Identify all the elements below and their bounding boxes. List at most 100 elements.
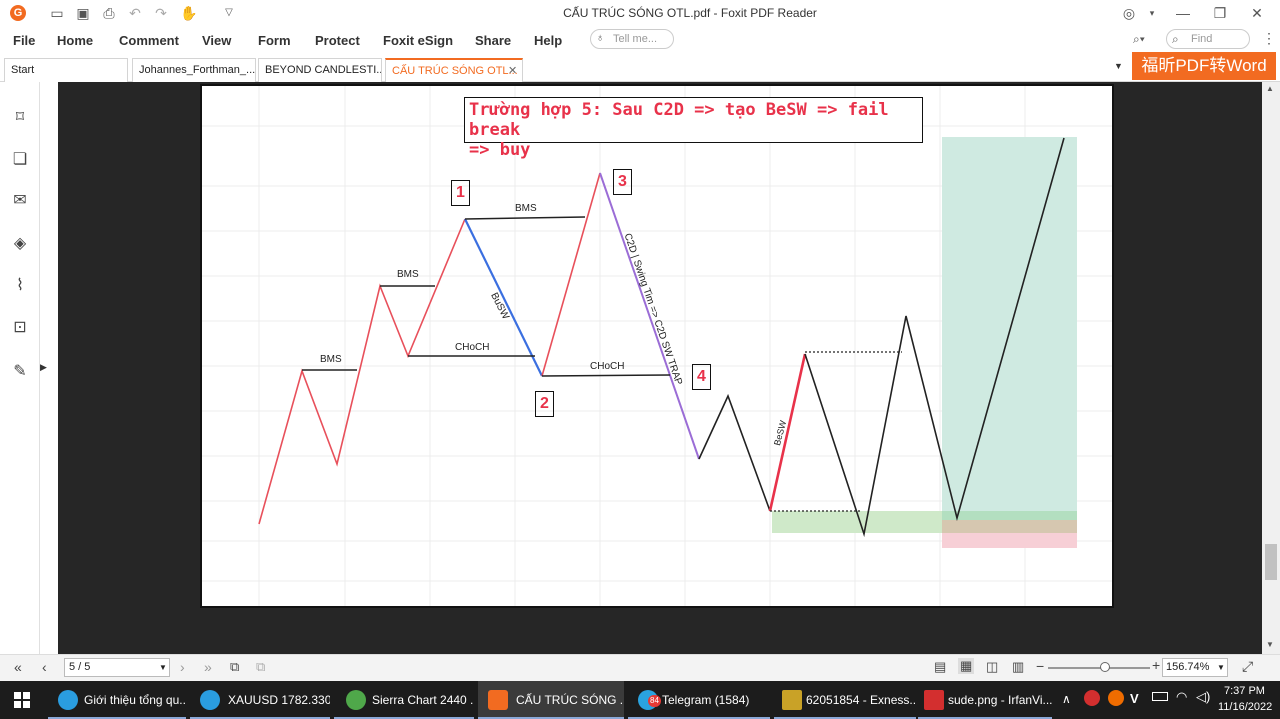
zoom-out-icon[interactable]: − (1036, 658, 1045, 674)
taskbar-item-edge-1[interactable]: Giới thiệu tổng qu... (48, 681, 186, 719)
minimize-button[interactable]: — (1176, 5, 1190, 21)
tell-me-box[interactable]: ♁ Tell me... (590, 29, 674, 49)
tray-v-letter[interactable]: V (1130, 691, 1139, 706)
signature-icon[interactable]: ✎ (13, 363, 27, 380)
facing-view-icon[interactable]: ◫ (986, 659, 999, 674)
expand-panel-icon[interactable]: ▶ (40, 362, 47, 372)
menu-share[interactable]: Share (475, 33, 512, 48)
menu-protect[interactable]: Protect (315, 33, 360, 48)
menu-file[interactable]: File (13, 33, 36, 48)
next-page-icon[interactable]: › (180, 659, 185, 675)
menu-foxit-esign[interactable]: Foxit eSign (383, 33, 454, 48)
undo-icon[interactable]: ↶ (129, 5, 141, 21)
taskbar-label: Giới thiệu tổng qu... (84, 693, 186, 707)
lightbulb-icon: ♁ (596, 32, 605, 44)
windows-start-icon[interactable] (14, 692, 30, 708)
wifi-icon[interactable]: ◠ (1176, 689, 1188, 704)
promo-label: 福昕PDF转Word (1141, 56, 1267, 75)
menu-form[interactable]: Form (258, 33, 291, 48)
case-title-box: Trường hợp 5: Sau C2D => tạo BeSW => fai… (464, 97, 923, 160)
hand-tool-icon[interactable]: ✋ (180, 5, 198, 21)
menu-home[interactable]: Home (57, 33, 94, 48)
open-file-icon[interactable]: ▭ (50, 5, 64, 21)
clock-time[interactable]: 7:37 PM (1224, 685, 1265, 697)
point-2-label: 2 (540, 395, 549, 412)
clock-date[interactable]: 11/16/2022 (1218, 701, 1273, 713)
status-bar: « ‹ 5 / 5 ▼ › » ⧉ ⧉ ▤ ▦ ◫ ▥ − + 156.74% … (0, 654, 1280, 681)
scroll-down-icon[interactable]: ▼ (1266, 640, 1274, 649)
page-number-field[interactable]: 5 / 5 ▼ (64, 658, 170, 677)
tray-app-icon-2[interactable] (1108, 690, 1124, 706)
tab-cau-truc-song[interactable]: CẤU TRÚC SÓNG OTL... ✕ (385, 58, 523, 82)
previous-page-icon[interactable]: ‹ (42, 659, 47, 675)
tab-list-dropdown-icon[interactable]: ▼ (1114, 61, 1123, 71)
zoom-slider[interactable] (1048, 662, 1150, 672)
scroll-up-icon[interactable]: ▲ (1266, 84, 1274, 93)
single-page-view-icon[interactable]: ▤ (934, 659, 947, 674)
page-number-value: 5 / 5 (69, 661, 91, 673)
menu-view[interactable]: View (202, 33, 232, 48)
more-options-icon[interactable]: ⋮ (1262, 30, 1276, 46)
previous-view-icon[interactable]: ⧉ (230, 659, 240, 674)
zoom-in-icon[interactable]: + (1152, 657, 1161, 673)
tab-beyond-candlesticks[interactable]: BEYOND CANDLESTI... (258, 58, 382, 82)
pdf-page: Trường hợp 5: Sau C2D => tạo BeSW => fai… (200, 84, 1114, 608)
security-lock-icon[interactable]: ⊡ (13, 319, 27, 336)
layers-icon[interactable]: ◈ (13, 235, 27, 252)
bookmark-icon[interactable]: ⌑ (15, 109, 25, 126)
maximize-button[interactable]: ❐ (1213, 5, 1227, 21)
tell-me-placeholder: Tell me... (613, 33, 658, 45)
bms-label-2: BMS (397, 269, 419, 280)
taskbar-item-irfanview[interactable]: sude.png - IrfanVi... (918, 681, 1052, 719)
ribbon-options-icon[interactable]: ▾ (1149, 8, 1155, 18)
taskbar-item-foxit[interactable]: CẤU TRÚC SÓNG ... (478, 681, 624, 719)
continuous-view-icon[interactable]: ▦ (958, 658, 975, 674)
close-button[interactable]: ✕ (1251, 5, 1263, 21)
promo-convert-button[interactable]: 福昕PDF转Word (1132, 52, 1276, 80)
first-page-icon[interactable]: « (14, 659, 22, 675)
taskbar-label: Telegram (1584) (662, 693, 750, 707)
find-box[interactable]: ⌕ Find (1166, 29, 1250, 49)
rally-leg (541, 172, 601, 377)
customize-toolbar-icon[interactable]: ▽ (225, 7, 233, 18)
redo-icon[interactable]: ↷ (155, 5, 167, 21)
scroll-thumb[interactable] (1265, 544, 1277, 580)
wave-structure-diagram (202, 86, 1112, 606)
volume-icon[interactable]: ◁) (1196, 689, 1211, 704)
comments-icon[interactable]: ✉ (13, 192, 27, 209)
zoom-dropdown-icon[interactable]: ▼ (1217, 663, 1225, 672)
zoom-field[interactable]: 156.74% ▼ (1162, 658, 1228, 677)
taskbar-item-telegram[interactable]: 84 Telegram (1584) (628, 681, 770, 719)
choch-label-2: CHoCH (590, 361, 625, 372)
next-view-icon[interactable]: ⧉ (256, 659, 266, 674)
tab-start[interactable]: Start (4, 58, 128, 82)
metatrader-icon (782, 690, 802, 710)
account-icon[interactable]: ◎ (1122, 5, 1136, 21)
tray-app-icon[interactable] (1084, 690, 1100, 706)
menu-help[interactable]: Help (534, 33, 563, 48)
menu-comment[interactable]: Comment (119, 33, 179, 48)
search-options-icon[interactable]: ⌕▾ (1133, 32, 1145, 46)
tab-johannes[interactable]: Johannes_Forthman_... (132, 58, 256, 82)
battery-icon[interactable] (1152, 692, 1168, 701)
taskbar-item-exness[interactable]: 62051854 - Exness... (774, 681, 916, 719)
save-icon[interactable]: ▣ (76, 5, 90, 21)
fullscreen-icon[interactable]: ⤢ (1242, 658, 1254, 674)
print-icon[interactable]: ⎙ (103, 5, 115, 21)
continuous-facing-view-icon[interactable]: ▥ (1012, 659, 1025, 674)
tray-overflow-icon[interactable]: ∧ (1062, 692, 1071, 706)
last-page-icon[interactable]: » (204, 659, 212, 675)
taskbar-label: sude.png - IrfanVi... (948, 693, 1052, 707)
zoom-slider-thumb[interactable] (1100, 662, 1110, 672)
demand-zone-left (772, 511, 942, 533)
choch-label-1: CHoCH (455, 342, 490, 353)
taskbar-item-edge-2[interactable]: XAUUSD 1782.330 ... (190, 681, 330, 719)
attachments-icon[interactable]: ⌇ (16, 277, 24, 294)
close-tab-icon[interactable]: ✕ (508, 65, 518, 77)
page-thumbnails-icon[interactable]: ❏ (12, 151, 28, 168)
windows-taskbar: Giới thiệu tổng qu... XAUUSD 1782.330 ..… (0, 681, 1280, 719)
vertical-scrollbar[interactable]: ▲ ▼ (1262, 82, 1280, 654)
taskbar-label: XAUUSD 1782.330 ... (228, 693, 330, 707)
taskbar-item-sierra-chart[interactable]: Sierra Chart 2440 ... (334, 681, 474, 719)
page-dropdown-icon[interactable]: ▼ (159, 663, 167, 672)
